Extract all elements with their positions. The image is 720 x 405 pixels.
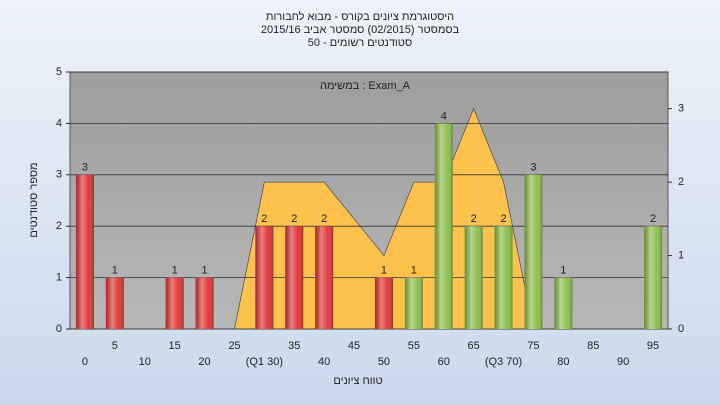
bar-shine — [285, 226, 304, 329]
chart-subtitle: בסמסטר (02/2015) סמסטר אביב 2015/16 — [261, 24, 460, 36]
data-label: 3 — [82, 162, 88, 174]
x-tick-label: 40 — [318, 356, 330, 368]
x-tick-label: 35 — [288, 340, 300, 352]
data-label: 1 — [381, 265, 387, 277]
x-tick-label: (Q3 70) — [485, 356, 522, 368]
bar-shine — [434, 123, 453, 330]
y-tick-label: 4 — [56, 117, 62, 129]
bar-shine — [554, 277, 573, 329]
bar-shine — [315, 226, 334, 329]
chart-title: היסטוגרמת ציונים בקורס - מבוא לחבורות — [266, 10, 454, 23]
x-tick-label: (Q1 30) — [246, 356, 283, 368]
data-label: 1 — [112, 265, 118, 277]
x-tick-label: 65 — [468, 340, 480, 352]
x-tick-label: 45 — [348, 340, 360, 352]
bar-shine — [524, 174, 543, 329]
data-label: 2 — [321, 213, 327, 225]
y-tick-label: 5 — [56, 66, 62, 78]
x-tick-label: 80 — [557, 356, 569, 368]
y-tick-label: 1 — [56, 272, 62, 284]
x-tick-label: 75 — [527, 340, 539, 352]
x-tick-label: 10 — [139, 356, 151, 368]
y2-tick-label: 3 — [678, 103, 684, 115]
x-tick-label: 0 — [82, 356, 88, 368]
y2-tick-label: 2 — [678, 176, 684, 188]
y-axis-label: מספר סטודנטים — [28, 162, 40, 237]
bar-shine — [105, 277, 124, 329]
data-label: 2 — [261, 213, 267, 225]
data-label: 1 — [201, 265, 207, 277]
bar-shine — [195, 277, 214, 329]
annotation: במשימה : Exam_A — [320, 80, 411, 92]
y-tick-label: 3 — [56, 169, 62, 181]
y2-tick-label: 1 — [678, 249, 684, 261]
x-axis-label: טווח ציונים — [333, 375, 382, 387]
x-tick-label: 90 — [617, 356, 629, 368]
bar-shine — [464, 226, 483, 329]
data-label: 3 — [530, 162, 536, 174]
bar-shine — [255, 226, 274, 329]
y-tick-label: 0 — [56, 323, 62, 335]
x-tick-label: 25 — [228, 340, 240, 352]
data-label: 2 — [650, 213, 656, 225]
data-label: 2 — [291, 213, 297, 225]
x-tick-label: 15 — [169, 340, 181, 352]
bar-shine — [75, 174, 94, 329]
x-tick-label: 50 — [378, 356, 390, 368]
data-label: 4 — [441, 110, 447, 122]
data-label: 1 — [560, 265, 566, 277]
data-label: 1 — [172, 265, 178, 277]
y2-tick-label: 0 — [678, 323, 684, 335]
x-tick-label: 60 — [438, 356, 450, 368]
bar-shine — [644, 226, 663, 329]
x-tick-label: 5 — [112, 340, 118, 352]
bar-shine — [165, 277, 184, 329]
data-label: 2 — [471, 213, 477, 225]
x-tick-label: 55 — [408, 340, 420, 352]
data-label: 2 — [500, 213, 506, 225]
x-tick-label: 95 — [647, 340, 659, 352]
y-tick-label: 2 — [56, 220, 62, 232]
x-tick-label: 85 — [587, 340, 599, 352]
bar-shine — [404, 277, 423, 329]
bar-shine — [494, 226, 513, 329]
area — [233, 107, 534, 330]
bar-shine — [374, 277, 393, 329]
chart-subtitle: סטודנטים רשומים - 50 — [308, 37, 412, 49]
data-label: 1 — [411, 265, 417, 277]
x-tick-label: 20 — [198, 356, 210, 368]
